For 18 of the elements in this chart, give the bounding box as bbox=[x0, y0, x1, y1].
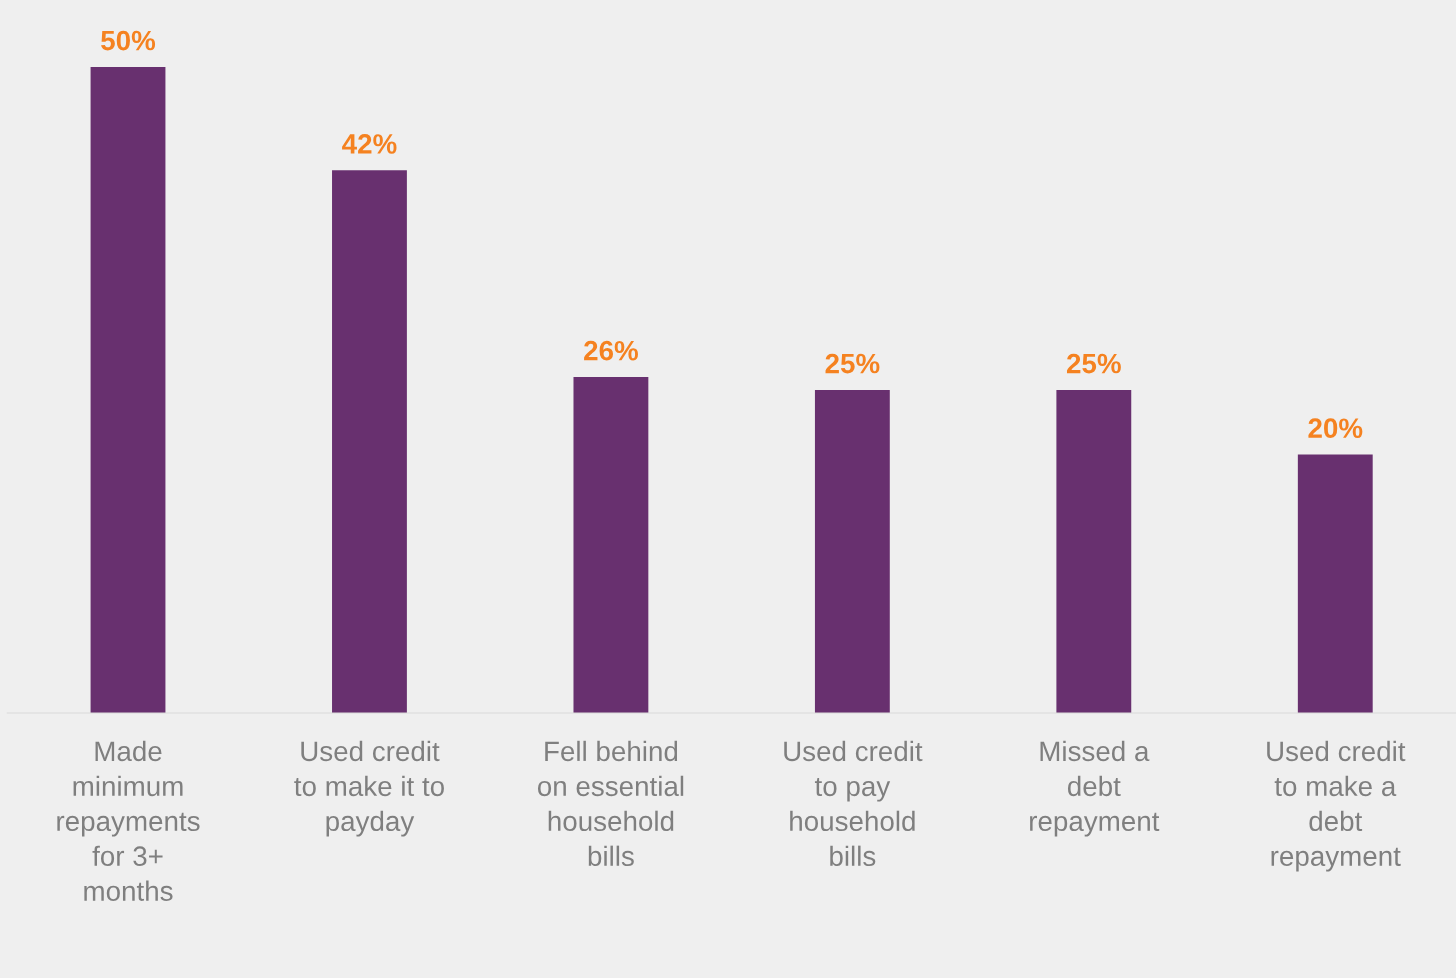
x-tick-label: Used credit to pay household bills bbox=[784, 740, 923, 867]
bar bbox=[573, 377, 649, 713]
bar bbox=[1297, 454, 1373, 713]
bar bbox=[1056, 390, 1132, 713]
x-tick-label: Fell behind on essential household bills bbox=[537, 740, 684, 867]
x-tick-label: Made minimum repayments for 3+ months bbox=[57, 740, 200, 901]
data-label: 42% bbox=[342, 134, 397, 154]
bar bbox=[332, 170, 407, 713]
x-tick-label: Missed a debt repayment bbox=[1030, 740, 1160, 837]
data-label: 25% bbox=[1066, 353, 1121, 374]
x-tick-label: Used credit to make a debt repayment bbox=[1267, 740, 1406, 872]
data-label: 20% bbox=[1308, 418, 1363, 438]
data-label: 26% bbox=[584, 340, 638, 361]
bar bbox=[814, 390, 890, 713]
bar bbox=[90, 67, 166, 713]
data-label: 50% bbox=[101, 30, 156, 51]
x-tick-label: Used credit to make it to payday bbox=[294, 740, 444, 837]
data-label: 25% bbox=[825, 353, 880, 374]
